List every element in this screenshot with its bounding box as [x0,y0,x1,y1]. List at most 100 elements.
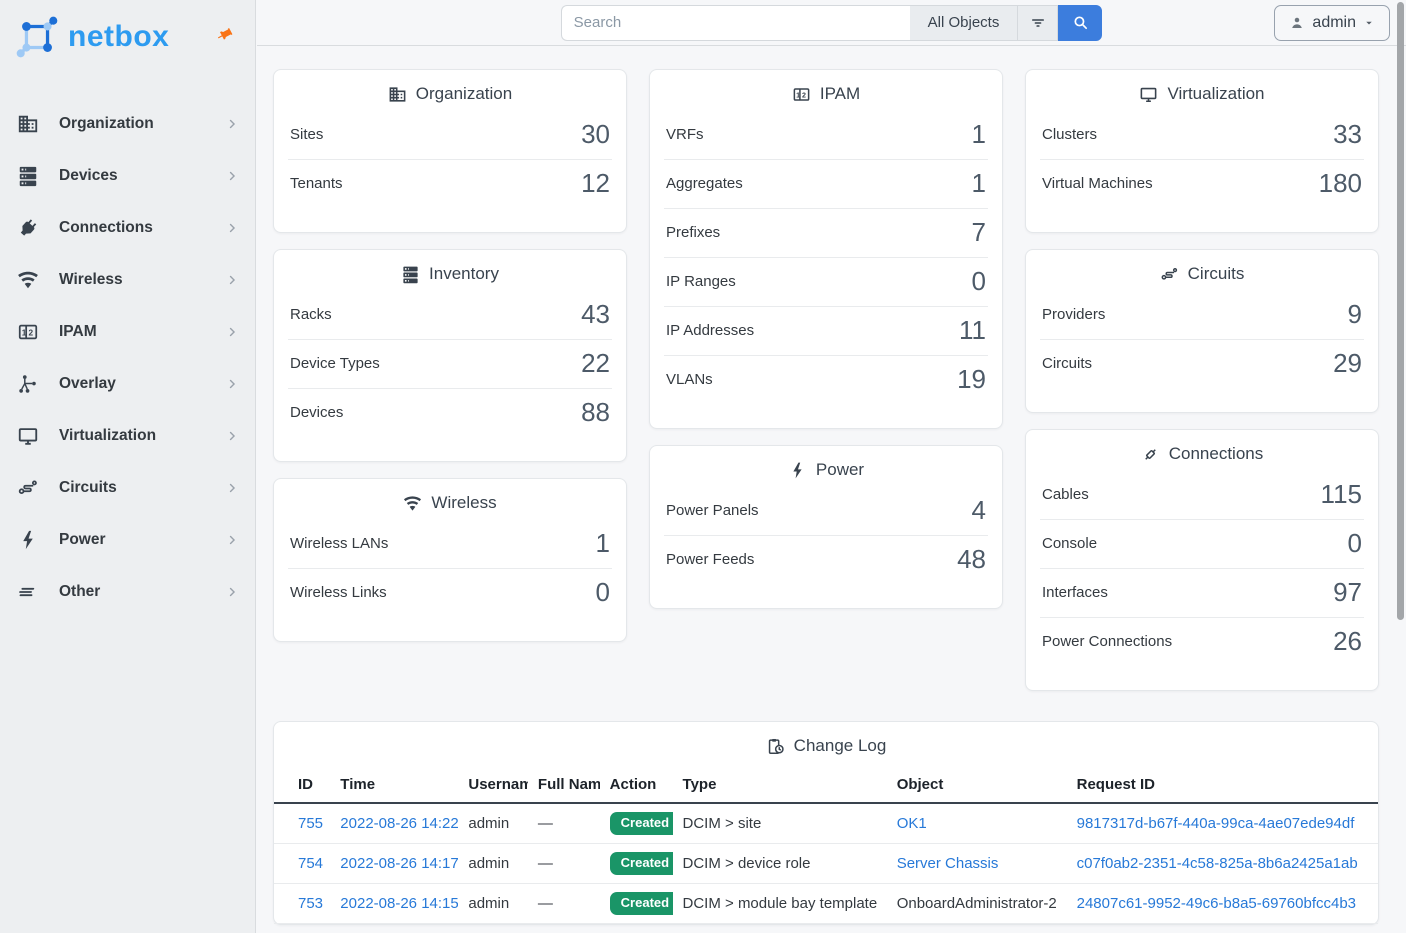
stat-value[interactable]: 1 [971,119,986,149]
object-link[interactable]: OK1 [896,814,927,832]
time-link[interactable]: 2022-08-26 14:22 [340,814,459,832]
pin-sidebar-icon[interactable] [216,26,233,43]
filter-button[interactable] [1018,4,1059,41]
chevron-right-icon [225,117,239,131]
sidebar-item-power[interactable]: Power [0,514,255,566]
stat-value[interactable]: 1 [971,168,986,198]
id-link[interactable]: 754 [298,854,324,872]
stat-row-device-types: Device Types 22 [274,339,626,388]
stat-label: Prefixes [666,224,721,241]
card-title: Inventory [429,264,499,283]
search-submit-button[interactable] [1058,4,1103,41]
cell-time: 2022-08-26 14:15 [330,883,459,924]
stat-value[interactable]: 0 [1347,528,1362,558]
cell-type: DCIM > site [672,803,887,844]
card-organization: Organization Sites 30 Tenants 12 [273,69,627,233]
main-area: All Objects admin Organizatio [257,0,1406,933]
stat-value[interactable]: 1 [595,528,610,558]
card-title: Circuits [1187,264,1245,283]
stat-label: Racks [290,306,332,323]
changelog-col-id: ID [274,768,331,804]
stat-value[interactable]: 0 [971,266,986,296]
sidebar-item-circuits[interactable]: Circuits [0,462,255,514]
stat-value[interactable]: 11 [959,315,986,345]
stat-value[interactable]: 30 [581,119,610,149]
changelog-col-action: Action [599,768,673,804]
sidebar-item-devices[interactable]: Devices [0,150,255,202]
stat-value[interactable]: 12 [581,168,610,198]
time-link[interactable]: 2022-08-26 14:17 [340,854,459,872]
stat-row-providers: Providers 9 [1026,290,1378,339]
chevron-right-icon [225,221,239,235]
chevron-right-icon [225,429,239,443]
sidebar-item-connections[interactable]: Connections [0,202,255,254]
sidebar-item-ipam[interactable]: 1 2 IPAM [0,306,255,358]
changelog-table: IDTimeUsernameFull NameActionTypeObjectR… [274,768,1378,924]
cell-id: 755 [274,803,331,844]
stat-value[interactable]: 7 [971,217,986,247]
sidebar-item-virtualization[interactable]: Virtualization [0,410,255,462]
scrollbar-thumb[interactable] [1397,2,1404,620]
sidebar-item-overlay[interactable]: Overlay [0,358,255,410]
cell-id: 754 [274,843,331,884]
stat-value[interactable]: 33 [1333,119,1362,149]
cable-icon [1141,445,1160,464]
request-id-link[interactable]: c07f0ab2-2351-4c58-825a-8b6a2425a1ab [1076,854,1358,872]
chevron-right-icon [225,533,239,547]
sidebar-item-wireless[interactable]: Wireless [0,254,255,306]
stat-value[interactable]: 115 [1320,479,1362,509]
stat-value[interactable]: 9 [1347,299,1362,329]
full-name-text: — [537,814,553,832]
stat-value[interactable]: 88 [581,397,610,427]
sidebar-item-label: IPAM [59,323,97,340]
cell-full-name: — [527,843,600,884]
stat-value[interactable]: 4 [971,495,986,525]
brand-row: netbox [0,0,255,70]
stat-value[interactable]: 180 [1318,168,1362,198]
wifi-icon [17,269,39,291]
id-link[interactable]: 753 [298,894,324,912]
cell-object: OnboardAdministrator-2 [886,883,1067,924]
stat-value[interactable]: 29 [1333,348,1362,378]
object-link[interactable]: Server Chassis [896,854,999,872]
sidebar-item-label: Organization [59,115,154,132]
cell-time: 2022-08-26 14:22 [330,803,459,844]
monitor-icon [17,425,39,447]
stat-label: Devices [290,404,344,421]
card-title: Connections [1168,444,1264,463]
svg-text:1: 1 [22,328,27,337]
sidebar-item-other[interactable]: Other [0,566,255,618]
building-icon [388,85,407,104]
netbox-logo[interactable]: netbox [14,14,169,60]
time-link[interactable]: 2022-08-26 14:15 [340,894,459,912]
stat-row-power-panels: Power Panels 4 [650,486,1002,535]
cell-time: 2022-08-26 14:17 [330,843,459,884]
stat-row-clusters: Clusters 33 [1026,110,1378,159]
id-link[interactable]: 755 [298,814,324,832]
cell-action: Created [599,803,673,844]
card-circuits: Circuits Providers 9 Circuits 29 [1025,249,1379,413]
card-wireless: Wireless Wireless LANs 1 Wireless Links 0 [273,478,627,642]
search-input[interactable] [560,4,910,41]
cell-object: Server Chassis [886,843,1067,884]
search-scope-button[interactable]: All Objects [909,4,1019,41]
stat-value[interactable]: 22 [581,348,610,378]
topbar: All Objects admin [257,0,1406,46]
changelog-col-object: Object [886,768,1067,804]
changelog-header-row: IDTimeUsernameFull NameActionTypeObjectR… [274,768,1378,804]
stat-value[interactable]: 97 [1333,577,1362,607]
stat-value[interactable]: 26 [1333,626,1362,656]
stat-label: Cables [1042,486,1089,503]
stat-label: IP Addresses [666,322,755,339]
request-id-link[interactable]: 9817317d-b67f-440a-99ca-4ae07ede94df [1076,814,1355,832]
stat-value[interactable]: 0 [595,577,610,607]
stat-value[interactable]: 19 [957,364,986,394]
changelog-title: Change Log [793,736,887,755]
sidebar-item-organization[interactable]: Organization [0,98,255,150]
user-menu-button[interactable]: admin [1274,5,1390,41]
stat-value[interactable]: 43 [581,299,610,329]
request-id-link[interactable]: 24807c61-9952-49c6-b8a5-69760bfcc4b3 [1076,894,1357,912]
chevron-right-icon [225,585,239,599]
stat-value[interactable]: 48 [957,544,986,574]
